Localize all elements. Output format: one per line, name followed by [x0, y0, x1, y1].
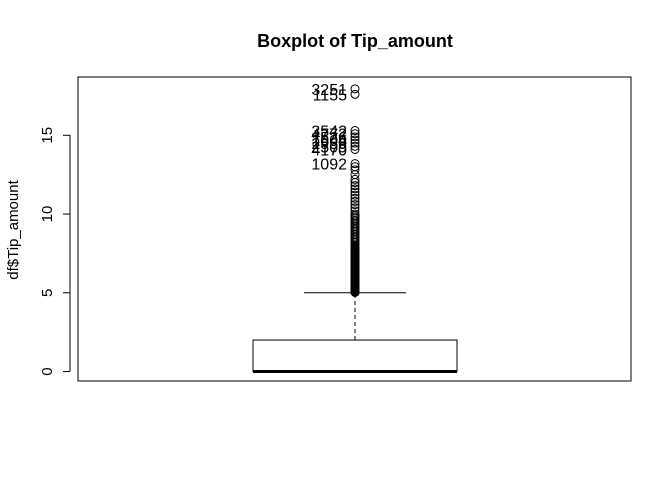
- y-axis-label: df$Tip_amount: [5, 179, 22, 279]
- outlier-label-3: 4772: [311, 127, 347, 144]
- outlier-points: [350, 84, 360, 297]
- outlier-point-94: [350, 162, 360, 172]
- y-axis: 0 5 10 15: [39, 127, 71, 376]
- outlier-point-98: [350, 138, 360, 148]
- outlier-label-9: 1092: [311, 157, 347, 174]
- y-tick-label-3: 15: [39, 127, 56, 144]
- outlier-label-0: 3251: [311, 82, 347, 99]
- y-tick-label-2: 10: [39, 206, 56, 223]
- plot-frame: [77, 76, 632, 382]
- outlier-point-93: [350, 165, 360, 175]
- outlier-label-7: 2509: [311, 139, 347, 156]
- box-iqr: [252, 339, 458, 373]
- outlier-point-97: [350, 141, 360, 151]
- outlier-point-87: [350, 187, 360, 197]
- outlier-label-8: 4170: [311, 142, 347, 159]
- outlier-point-101: [350, 129, 360, 139]
- outlier-point-81: [350, 206, 360, 216]
- outlier-point-84: [350, 196, 360, 206]
- outlier-point-89: [350, 181, 360, 191]
- outlier-point-96: [350, 144, 360, 154]
- box-group: [252, 292, 458, 374]
- outlier-point-80: [350, 209, 360, 219]
- outlier-label-5: 1604: [311, 133, 347, 150]
- y-tick-label-0: 0: [39, 367, 56, 375]
- outlier-point-82: [350, 203, 360, 213]
- outlier-point-103: [350, 89, 360, 99]
- outlier-point-91: [350, 174, 360, 184]
- outlier-point-95: [350, 159, 360, 169]
- outlier-point-92: [350, 170, 360, 180]
- outlier-label-1: 1155: [313, 87, 348, 104]
- outlier-label-4: 1526: [311, 130, 347, 147]
- outlier-point-83: [350, 200, 360, 210]
- chart-title: Boxplot of Tip_amount: [257, 31, 453, 51]
- outlier-label-2: 3542: [311, 124, 347, 141]
- outlier-point-85: [350, 193, 360, 203]
- outlier-point-86: [350, 190, 360, 200]
- y-tick-label-1: 5: [39, 289, 56, 297]
- outlier-point-99: [350, 135, 360, 145]
- outlier-point-88: [350, 184, 360, 194]
- outlier-point-104: [350, 84, 360, 94]
- outlier-point-102: [350, 126, 360, 136]
- outlier-label-6: 2939: [311, 136, 347, 153]
- outlier-point-100: [350, 132, 360, 142]
